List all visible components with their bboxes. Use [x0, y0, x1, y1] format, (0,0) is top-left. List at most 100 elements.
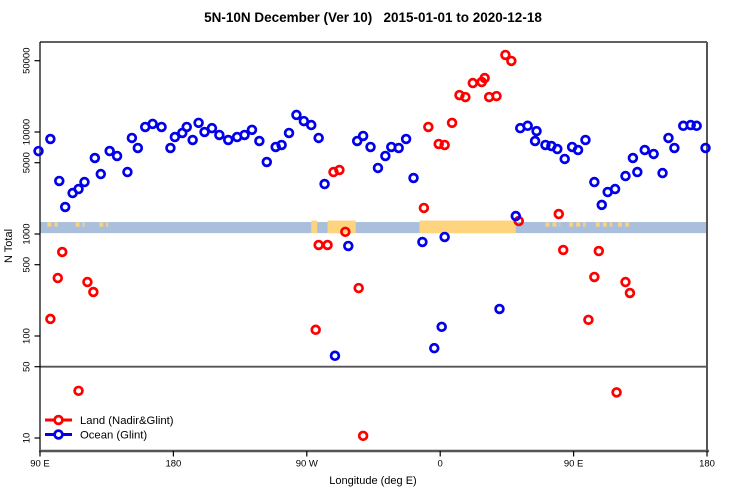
data-point-land [460, 91, 471, 103]
data-point-ocean [589, 176, 600, 188]
data-point-land [439, 139, 450, 151]
data-point-land [340, 226, 351, 238]
data-point-land [52, 272, 64, 284]
data-point-land [423, 121, 434, 133]
data-point-ocean [531, 125, 542, 137]
data-point-ocean [73, 183, 84, 195]
threshold-band [40, 222, 707, 234]
data-point-ocean [596, 199, 608, 211]
data-point-land [353, 282, 364, 294]
data-point-ocean [79, 176, 90, 188]
data-point-ocean [239, 129, 250, 141]
data-point-ocean [408, 172, 419, 184]
data-point-land [467, 77, 479, 89]
data-point-land [620, 276, 631, 288]
legend-item-land: Land (Nadir&Glint) [45, 414, 174, 427]
ocean-circle-icon [53, 429, 64, 440]
data-point-land [313, 239, 324, 251]
data-point-ocean [33, 145, 44, 157]
data-point-ocean [276, 139, 287, 151]
data-point-ocean [305, 119, 317, 131]
data-point-land [593, 245, 605, 257]
data-point-ocean [700, 142, 711, 154]
data-point-land [56, 246, 68, 258]
y-tick-label: 10 [22, 433, 33, 444]
data-point-land [491, 90, 502, 102]
data-point-ocean [648, 148, 659, 160]
data-point-ocean [261, 156, 273, 168]
data-point-land [334, 164, 345, 176]
data-point-ocean [572, 144, 584, 156]
data-point-ocean [222, 134, 234, 146]
data-point-ocean [59, 201, 71, 213]
data-point-ocean [620, 170, 631, 182]
data-point-land [589, 271, 600, 283]
data-point-ocean [559, 153, 570, 165]
land-mask-segment [419, 220, 516, 234]
data-point-ocean [580, 134, 591, 146]
data-point-land [583, 314, 594, 326]
x-tick-label: 90 E [564, 459, 584, 470]
data-point-ocean [632, 166, 643, 178]
land-circle-icon [53, 414, 64, 426]
data-point-ocean [214, 129, 225, 141]
data-point-land [500, 49, 511, 61]
y-tick-label: 1000 [22, 223, 33, 244]
data-point-ocean [187, 134, 198, 146]
data-point-ocean [380, 150, 391, 162]
data-point-ocean [372, 162, 384, 174]
legend: Land (Nadir&Glint) Ocean (Glint) [45, 414, 174, 442]
legend-label-ocean: Ocean (Glint) [80, 430, 147, 442]
data-point-land [624, 287, 636, 299]
x-tick-label: 180 [699, 459, 715, 470]
data-point-land [45, 313, 56, 325]
x-tick-label: 90 W [296, 459, 318, 470]
data-point-ocean [436, 321, 447, 333]
data-point-land [88, 286, 99, 298]
data-point-ocean [627, 152, 639, 164]
data-point-land [322, 239, 333, 251]
y-tick-label: 500 [22, 257, 33, 273]
data-point-ocean [439, 231, 450, 243]
data-point-ocean [329, 350, 341, 362]
data-point-ocean [609, 183, 621, 195]
data-point-ocean [193, 117, 204, 129]
data-point-ocean [283, 127, 295, 139]
data-point-ocean [429, 342, 440, 354]
y-tick-label: 50000 [22, 47, 33, 73]
y-tick-label: 5000 [22, 152, 33, 173]
data-point-ocean [104, 145, 115, 157]
data-point-ocean [657, 167, 668, 179]
chart-title: 5N-10N December (Ver 10) 2015-01-01 to 2… [204, 10, 542, 25]
data-point-ocean [291, 109, 302, 121]
data-point-ocean [246, 124, 258, 136]
data-point-ocean [126, 132, 138, 144]
data-point-ocean [45, 133, 56, 145]
data-point-ocean [522, 120, 533, 132]
data-point-ocean [298, 115, 310, 127]
data-point-ocean [510, 210, 522, 222]
data-point-ocean [169, 131, 181, 143]
data-point-ocean [132, 142, 144, 154]
data-point-ocean [417, 236, 428, 248]
data-point-ocean [165, 142, 176, 154]
data-point-land [479, 72, 490, 84]
data-point-ocean [254, 135, 265, 147]
y-tick-label: 100 [22, 328, 33, 344]
data-point-ocean [669, 142, 680, 154]
x-tick-label: 180 [165, 459, 181, 470]
data-point-land [553, 208, 565, 220]
data-point-ocean [206, 122, 218, 134]
data-point-ocean [313, 132, 324, 144]
data-point-ocean [319, 178, 330, 190]
data-point-ocean [529, 135, 541, 147]
data-point-ocean [147, 118, 158, 130]
data-point-ocean [691, 120, 702, 132]
data-point-land [557, 244, 569, 256]
legend-item-ocean: Ocean (Glint) [45, 429, 147, 442]
data-point-ocean [181, 121, 192, 133]
data-point-ocean [122, 166, 133, 178]
legend-label-land: Land (Nadir&Glint) [80, 415, 174, 427]
